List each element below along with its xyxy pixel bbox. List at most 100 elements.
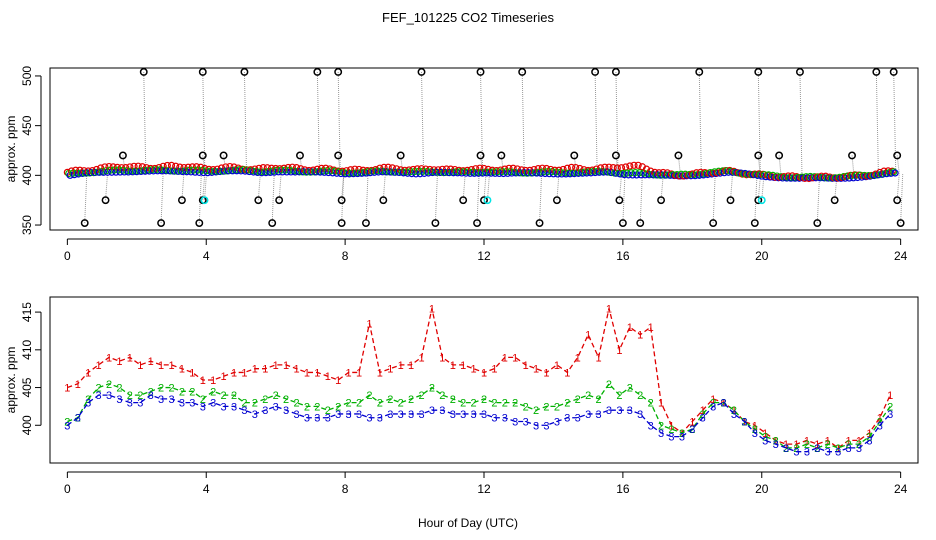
top-red-point [634, 161, 642, 169]
series-1-marker: 1 [116, 356, 122, 368]
series-3-marker: 3 [502, 413, 508, 425]
bottom-x-tick-label: 8 [342, 482, 349, 496]
top-black-point [337, 196, 346, 205]
series-3-marker: 3 [481, 409, 487, 421]
top-x-tick-label: 12 [477, 249, 491, 263]
top-spike-line [893, 71, 897, 174]
top-green-point [890, 168, 898, 176]
top-black-point [709, 219, 718, 227]
series-2-marker: 2 [564, 398, 570, 410]
top-spike-line [896, 173, 900, 201]
top-spike-line [202, 172, 206, 201]
series-2-marker: 2 [856, 439, 862, 451]
top-blue-point [445, 169, 453, 177]
series-2-marker: 2 [741, 417, 747, 429]
top-black-point [754, 151, 763, 160]
top-spike-line [202, 71, 206, 173]
top-spike-line [341, 173, 345, 201]
top-black-point [473, 219, 482, 227]
series-1-marker: 1 [85, 367, 91, 379]
top-black-point [275, 196, 284, 205]
top-black-point [80, 219, 89, 227]
top-spike-line [337, 71, 341, 174]
series-3-marker: 3 [200, 401, 206, 413]
top-black-point [695, 68, 704, 76]
series-3-marker: 3 [293, 409, 299, 421]
top-spike-line [757, 176, 761, 201]
series-1-marker: 1 [877, 413, 883, 425]
series-1-marker: 1 [398, 360, 404, 372]
series-3-marker: 3 [627, 405, 633, 417]
series-2-marker: 2 [533, 405, 539, 417]
top-spike-line [480, 71, 484, 173]
series-3-marker: 3 [731, 409, 737, 421]
top-black-point [195, 219, 204, 227]
series-1-marker: 1 [200, 375, 206, 387]
series-1-marker: 1 [148, 356, 154, 368]
series-3-marker: 3 [471, 409, 477, 421]
top-spike-line [799, 71, 803, 179]
top-black-point [139, 68, 148, 76]
series-1-marker: 1 [471, 364, 477, 376]
top-blue-point [87, 168, 95, 177]
series-1-marker: 1 [648, 322, 654, 334]
series-2-marker: 2 [450, 394, 456, 406]
series-3-marker: 3 [554, 417, 560, 429]
series-2-marker: 2 [773, 435, 779, 447]
top-spike-line [622, 174, 626, 224]
series-3-marker: 3 [210, 398, 216, 410]
series-3-marker: 3 [783, 443, 789, 455]
top-red-point [163, 161, 171, 170]
series-2-marker: 2 [158, 383, 164, 395]
series-3-marker: 3 [137, 398, 143, 410]
series-2-marker: 2 [616, 390, 622, 402]
series-2-marker: 2 [585, 390, 591, 402]
series-3-marker: 3 [825, 447, 831, 459]
series-1-marker: 1 [418, 352, 424, 364]
top-spike-line [730, 172, 734, 201]
series-1-marker: 1 [325, 371, 331, 383]
top-blue-point [216, 167, 224, 176]
top-black-point [570, 151, 579, 160]
top-spike-line [84, 173, 88, 224]
series-1-marker: 1 [856, 435, 862, 447]
series-1-marker: 1 [168, 360, 174, 372]
series-2-marker: 2 [825, 439, 831, 451]
series-2-marker: 2 [491, 398, 497, 410]
series-2-marker: 2 [273, 390, 279, 402]
series-1-marker: 1 [158, 360, 164, 372]
series-3-marker: 3 [148, 390, 154, 402]
series-2-marker: 2 [231, 390, 237, 402]
series-3-marker: 3 [668, 432, 674, 444]
series-3-marker: 3 [335, 409, 341, 421]
series-2-marker: 2 [335, 401, 341, 413]
top-spike-line [181, 171, 185, 201]
series-1-marker: 1 [283, 360, 289, 372]
top-black-point [118, 151, 127, 160]
top-black-point [896, 219, 905, 227]
series-3-marker: 3 [314, 413, 320, 425]
series-3-marker: 3 [533, 420, 539, 432]
top-blue-point [220, 167, 228, 175]
series-2-marker: 2 [814, 443, 820, 455]
bottom-x-tick-label: 16 [616, 482, 630, 496]
series-2-marker: 2 [96, 383, 102, 395]
series-2-marker: 2 [137, 390, 143, 402]
series-1-marker: 1 [408, 360, 414, 372]
series-1-marker: 1 [231, 367, 237, 379]
series-1-marker: 1 [793, 439, 799, 451]
series-1-marker: 1 [627, 322, 633, 334]
top-x-tick-label: 4 [203, 249, 210, 263]
series-1-marker: 1 [596, 352, 602, 364]
top-spike-line [341, 173, 345, 224]
series-1-marker: 1 [252, 364, 258, 376]
top-black-point [240, 68, 249, 76]
series-3-marker: 3 [179, 398, 185, 410]
series-3-marker: 3 [450, 409, 456, 421]
series-2-marker: 2 [64, 417, 70, 429]
series-3-marker: 3 [439, 405, 445, 417]
series-2-marker: 2 [366, 390, 372, 402]
top-spike-line [257, 172, 261, 201]
series-1-line [67, 308, 891, 449]
series-3-marker: 3 [512, 417, 518, 429]
